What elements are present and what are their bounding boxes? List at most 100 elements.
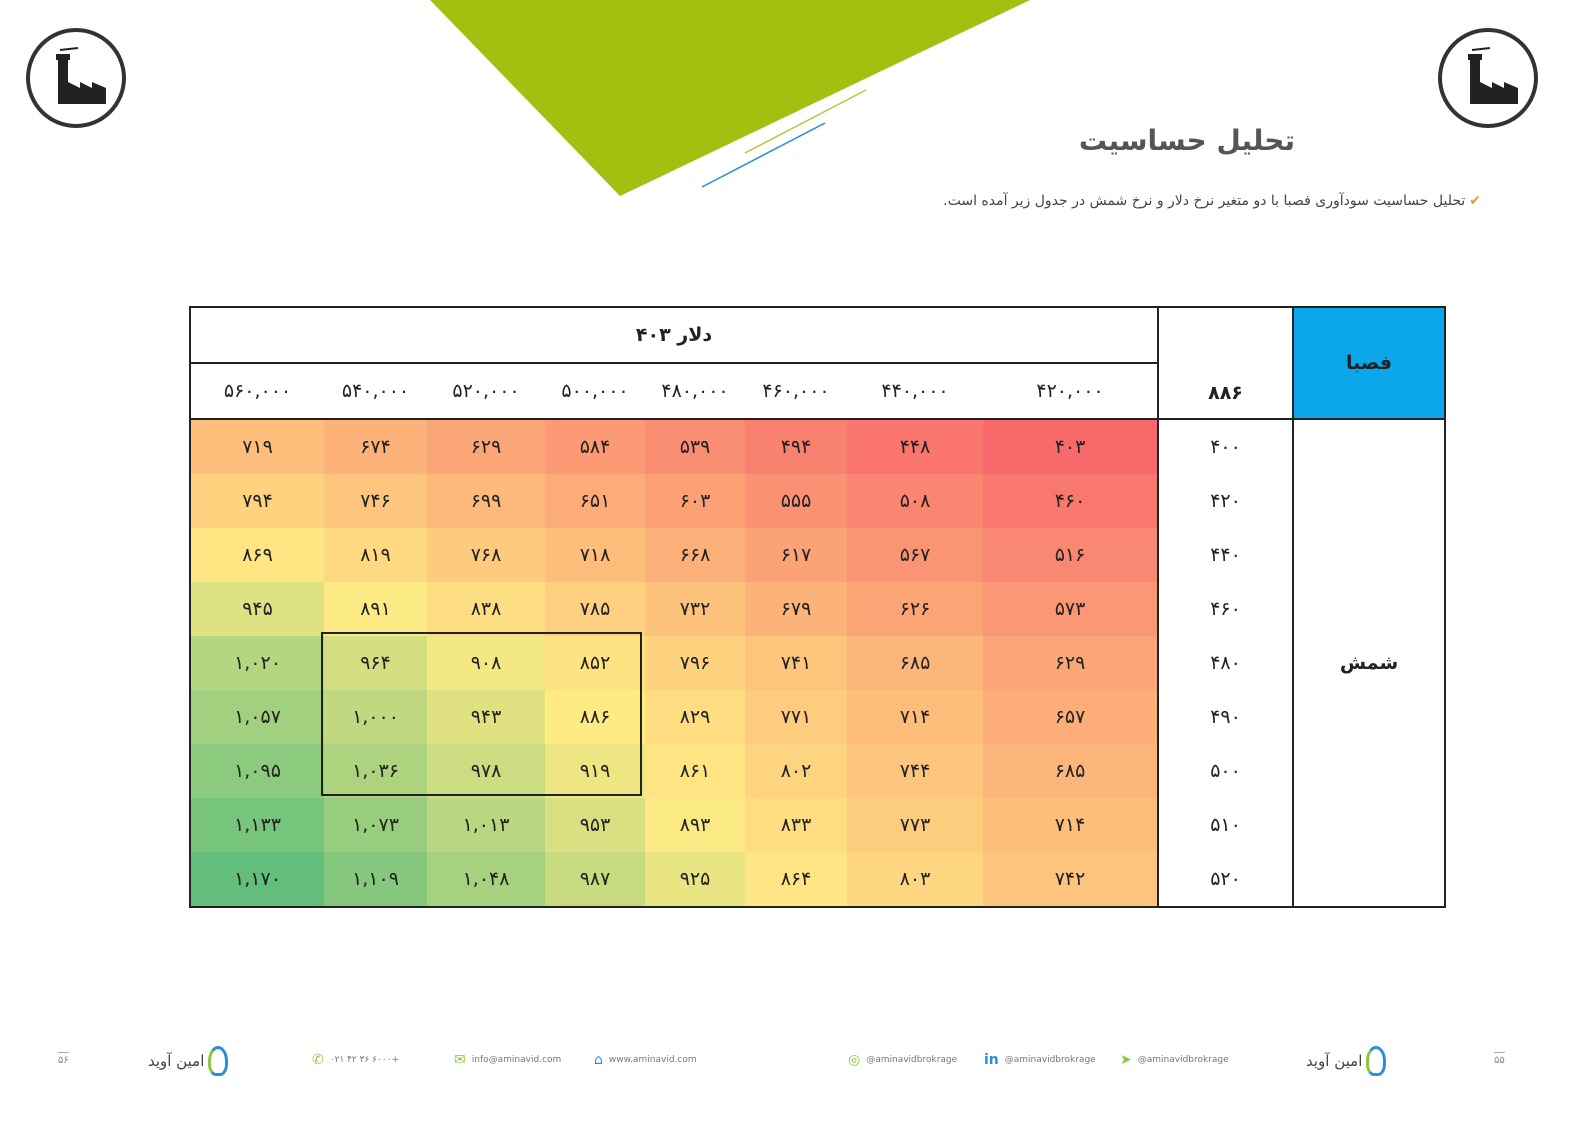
table-cell: ۷۴۴ bbox=[847, 744, 983, 798]
table-cell: ۸۹۱ bbox=[324, 582, 427, 636]
check-icon: ✔ bbox=[1469, 193, 1481, 209]
base-value: ۸۸۶ bbox=[1157, 306, 1294, 420]
table-cell: ۷۹۶ bbox=[645, 636, 745, 690]
table-cell: ۱,۰۵۷ bbox=[189, 690, 324, 744]
telegram-icon: ➤ bbox=[1120, 1052, 1132, 1068]
table-cell: ۴۴۸ bbox=[847, 419, 983, 474]
table-cell: ۷۷۳ bbox=[847, 798, 983, 852]
column-header: ۵۰۰,۰۰۰ bbox=[545, 363, 645, 420]
brand-logo-left: امین آوید bbox=[148, 1046, 229, 1076]
table-cell: ۶۲۹ bbox=[427, 419, 545, 474]
column-variable-header: دلار ۴۰۳ bbox=[189, 306, 1159, 364]
table-cell: ۱,۰۳۶ bbox=[324, 744, 427, 798]
footer-website[interactable]: ⌂ www.aminavid.com bbox=[594, 1052, 697, 1068]
phone-text: ۰۲۱ ۴۲ ۳۶ ۶۰۰۰+ bbox=[329, 1055, 400, 1065]
column-header: ۵۶۰,۰۰۰ bbox=[189, 363, 324, 420]
footer-linkedin[interactable]: in @aminavidbrokrage bbox=[984, 1052, 1096, 1068]
table-cell: ۷۱۹ bbox=[189, 419, 324, 474]
table-cell: ۶۸۵ bbox=[847, 636, 983, 690]
column-header: ۴۸۰,۰۰۰ bbox=[645, 363, 745, 420]
row-header: ۵۰۰ bbox=[1157, 744, 1293, 798]
table-cell: ۱,۰۰۰ bbox=[324, 690, 427, 744]
table-cell: ۶۹۹ bbox=[427, 474, 545, 528]
intro-sentence: تحلیل حساسیت سودآوری فصبا با دو متغیر نر… bbox=[943, 193, 1466, 209]
website-text: www.aminavid.com bbox=[608, 1055, 697, 1065]
table-cell: ۸۶۱ bbox=[645, 744, 745, 798]
table-cell: ۹۵۳ bbox=[545, 798, 645, 852]
email-text: info@aminavid.com bbox=[471, 1055, 562, 1065]
row-header: ۴۶۰ bbox=[1157, 582, 1293, 636]
table-cell: ۴۰۳ bbox=[983, 419, 1158, 474]
table-cell: ۶۶۸ bbox=[645, 528, 745, 582]
table-cell: ۸۶۴ bbox=[745, 852, 847, 908]
table-cell: ۵۷۳ bbox=[983, 582, 1158, 636]
column-header: ۴۶۰,۰۰۰ bbox=[745, 363, 847, 420]
linkedin-icon: in bbox=[984, 1052, 999, 1068]
column-header: ۴۴۰,۰۰۰ bbox=[847, 363, 983, 420]
table-cell: ۸۱۹ bbox=[324, 528, 427, 582]
table-cell: ۴۶۰ bbox=[983, 474, 1158, 528]
table-cell: ۸۳۸ bbox=[427, 582, 545, 636]
table-cell: ۹۷۸ bbox=[427, 744, 545, 798]
row-header: ۴۴۰ bbox=[1157, 528, 1293, 582]
row-header: ۵۱۰ bbox=[1157, 798, 1293, 852]
instagram-icon: ◎ bbox=[848, 1052, 861, 1068]
row-header: ۴۰۰ bbox=[1157, 419, 1293, 474]
footer-phone[interactable]: ✆ ۰۲۱ ۴۲ ۳۶ ۶۰۰۰+ bbox=[312, 1052, 399, 1068]
factory-logo-left bbox=[26, 28, 126, 128]
row-header: ۴۲۰ bbox=[1157, 474, 1293, 528]
mouse-icon: ⌂ bbox=[594, 1052, 603, 1068]
page-number-right: ۵۵ bbox=[1494, 1052, 1505, 1066]
table-cell: ۱,۱۰۹ bbox=[324, 852, 427, 908]
sensitivity-table: فصبا ۸۸۶ دلار ۴۰۳ ۴۲۰,۰۰۰ ۴۴۰,۰۰۰ ۴۶۰,۰۰۰ ۴… bbox=[189, 306, 1446, 908]
table-cell: ۷۳۲ bbox=[645, 582, 745, 636]
page-number-left: ۵۶ bbox=[58, 1052, 69, 1066]
table-cell: ۸۰۲ bbox=[745, 744, 847, 798]
table-cell: ۶۵۱ bbox=[545, 474, 645, 528]
row-header: ۵۲۰ bbox=[1157, 852, 1293, 908]
table-cell: ۱,۰۷۳ bbox=[324, 798, 427, 852]
brand-mark-icon bbox=[1366, 1046, 1387, 1076]
table-cell: ۸۰۳ bbox=[847, 852, 983, 908]
table-cell: ۸۵۲ bbox=[545, 636, 645, 690]
table-cell: ۹۶۴ bbox=[324, 636, 427, 690]
brand-name: امین آوید bbox=[1306, 1052, 1363, 1070]
row-variable-header: شمش bbox=[1292, 419, 1446, 908]
table-cell: ۵۵۵ bbox=[745, 474, 847, 528]
factory-icon bbox=[1468, 47, 1518, 104]
table-cell: ۱,۰۲۰ bbox=[189, 636, 324, 690]
table-cell: ۶۵۷ bbox=[983, 690, 1158, 744]
table-cell: ۷۹۴ bbox=[189, 474, 324, 528]
table-cell: ۶۷۹ bbox=[745, 582, 847, 636]
email-icon: ✉ bbox=[454, 1052, 466, 1068]
table-cell: ۸۲۹ bbox=[645, 690, 745, 744]
telegram-text: @aminavidbrokrage bbox=[1137, 1055, 1229, 1065]
instagram-text: @aminavidbrokrage bbox=[866, 1055, 958, 1065]
table-cell: ۶۲۹ bbox=[983, 636, 1158, 690]
table-cell: ۶۷۴ bbox=[324, 419, 427, 474]
table-cell: ۱,۱۳۳ bbox=[189, 798, 324, 852]
table-cell: ۱,۰۹۵ bbox=[189, 744, 324, 798]
column-header: ۴۲۰,۰۰۰ bbox=[983, 363, 1158, 420]
table-cell: ۸۶۹ bbox=[189, 528, 324, 582]
table-cell: ۹۰۸ bbox=[427, 636, 545, 690]
factory-logo-right bbox=[1438, 28, 1538, 128]
footer-instagram[interactable]: ◎ @aminavidbrokrage bbox=[848, 1052, 957, 1068]
table-cell: ۴۹۴ bbox=[745, 419, 847, 474]
table-cell: ۶۸۵ bbox=[983, 744, 1158, 798]
brand-logo-right: امین آوید bbox=[1306, 1046, 1387, 1076]
column-header: ۵۴۰,۰۰۰ bbox=[324, 363, 427, 420]
linkedin-text: @aminavidbrokrage bbox=[1004, 1055, 1096, 1065]
table-cell: ۱,۰۱۳ bbox=[427, 798, 545, 852]
intro-text: ✔ تحلیل حساسیت سودآوری فصبا با دو متغیر … bbox=[943, 193, 1481, 209]
company-header: فصبا bbox=[1292, 306, 1446, 420]
table-cell: ۷۴۱ bbox=[745, 636, 847, 690]
footer-telegram[interactable]: ➤ @aminavidbrokrage bbox=[1120, 1052, 1229, 1068]
table-cell: ۱,۱۷۰ bbox=[189, 852, 324, 908]
table-cell: ۶۰۳ bbox=[645, 474, 745, 528]
table-cell: ۹۱۹ bbox=[545, 744, 645, 798]
footer-email[interactable]: ✉ info@aminavid.com bbox=[454, 1052, 561, 1068]
table-cell: ۷۸۵ bbox=[545, 582, 645, 636]
phone-icon: ✆ bbox=[312, 1052, 324, 1068]
